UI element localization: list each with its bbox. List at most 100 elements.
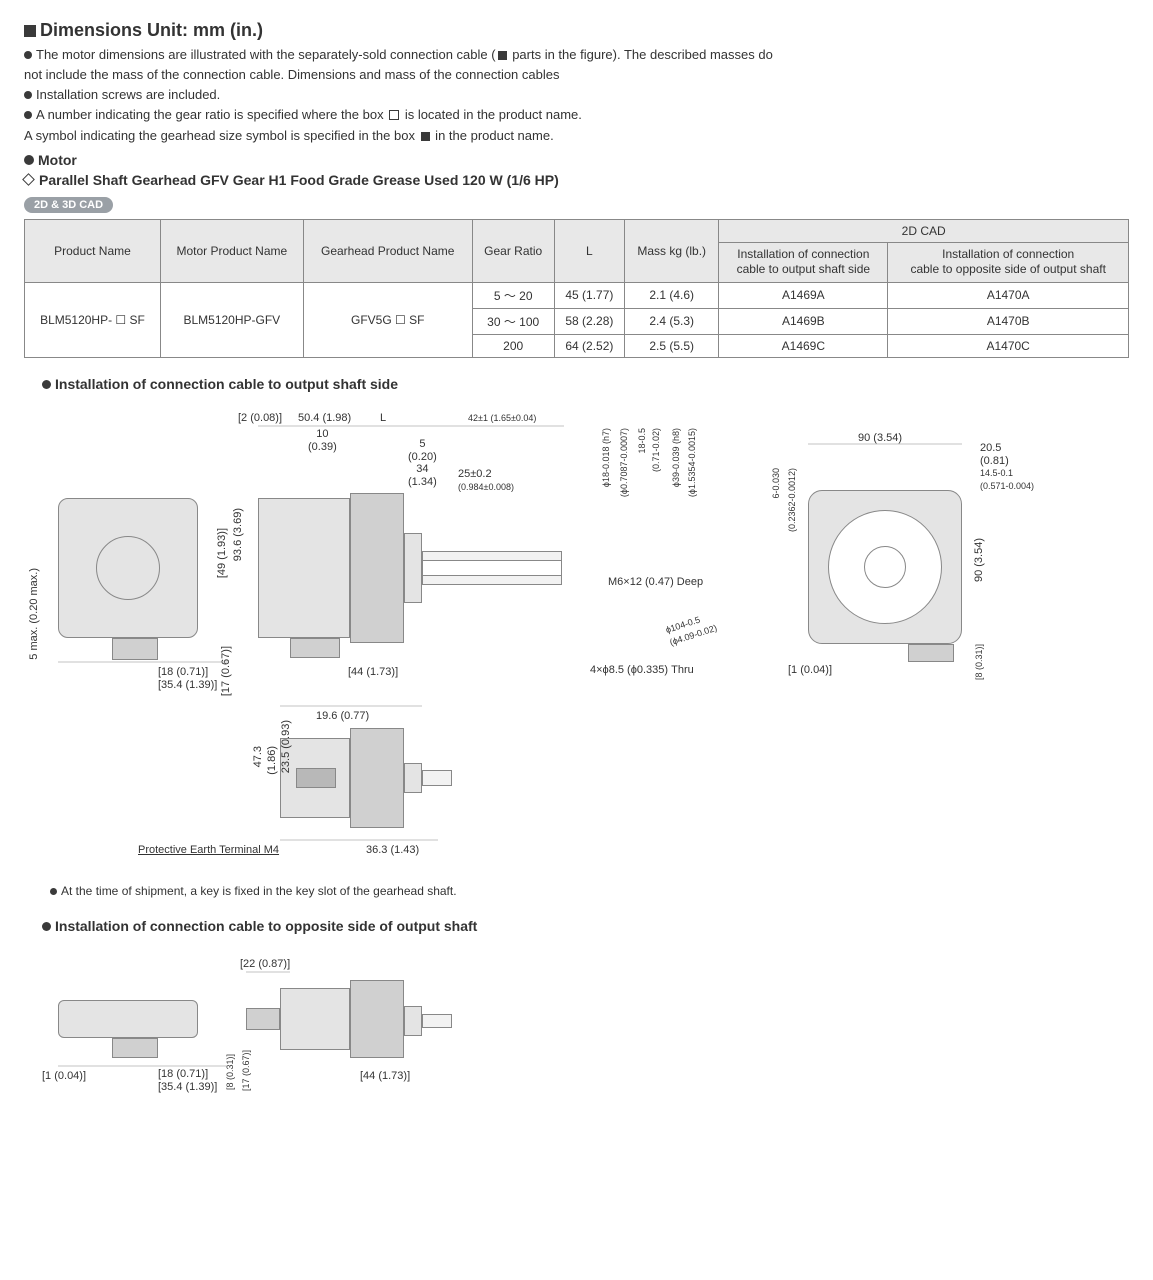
dim-label: 4×ϕ8.5 (ϕ0.335) Thru bbox=[590, 664, 694, 677]
th-install-opp-1: Installation of connection bbox=[942, 247, 1074, 261]
dim-label-vertical: (0.71-0.02) bbox=[650, 428, 663, 472]
td-mass: 2.1 (4.6) bbox=[625, 282, 719, 308]
dim-label: [18 (0.71)][35.4 (1.39)] bbox=[158, 1068, 217, 1093]
diamond-icon bbox=[22, 173, 35, 186]
drawing-block bbox=[58, 1000, 198, 1038]
td-mass: 2.4 (5.3) bbox=[625, 308, 719, 334]
td-gearhead-product: GFV5G ☐ SF bbox=[303, 282, 472, 357]
drawing-block bbox=[908, 644, 954, 662]
section1-text: Installation of connection cable to outp… bbox=[55, 376, 398, 392]
dim-label-vertical: (ϕ0.7087-0.0007) bbox=[618, 428, 631, 497]
dim-label-vertical: 47.3 bbox=[252, 746, 265, 767]
dim-label: L bbox=[380, 412, 386, 425]
square-outline-icon bbox=[389, 110, 399, 120]
td-motor-product: BLM5120HP-GFV bbox=[160, 282, 303, 357]
intro-1a: The motor dimensions are illustrated wit… bbox=[36, 47, 496, 62]
intro-4b: is located in the product name. bbox=[401, 107, 582, 122]
dim-label-vertical: 6-0.030 bbox=[770, 468, 783, 499]
td-cad1: A1469C bbox=[719, 334, 888, 357]
dim-label: ϕ104-0.5(ϕ4.09-0.02) bbox=[664, 609, 718, 648]
drawing-block bbox=[350, 728, 404, 828]
drawing-shaft bbox=[422, 1014, 452, 1028]
motor-label: Motor bbox=[38, 152, 77, 168]
th-gear-ratio: Gear Ratio bbox=[472, 219, 554, 282]
dim-label: 19.6 (0.77) bbox=[316, 710, 369, 723]
th-gearhead-product: Gearhead Product Name bbox=[303, 219, 472, 282]
drawing-block bbox=[350, 980, 404, 1058]
section2-text: Installation of connection cable to oppo… bbox=[55, 918, 477, 934]
intro-line-5: A symbol indicating the gearhead size sy… bbox=[24, 126, 1129, 146]
dim-label-vertical: 90 (3.54) bbox=[973, 538, 986, 582]
td-ratio: 5 ～ 20 bbox=[472, 282, 554, 308]
drawing-circle bbox=[864, 546, 906, 588]
dim-label: 20.5(0.81) 14.5-0.1 (0.571-0.004) bbox=[980, 442, 1034, 493]
bullet-icon bbox=[42, 380, 51, 389]
dim-label: M6×12 (0.47) Deep bbox=[608, 576, 703, 589]
dim-label: [1 (0.04)] bbox=[42, 1070, 86, 1083]
section1-note-text: At the time of shipment, a key is fixed … bbox=[61, 884, 457, 898]
dim-label: Protective Earth Terminal M4 bbox=[138, 844, 279, 857]
td-product-name: BLM5120HP- ☐ SF bbox=[25, 282, 161, 357]
drawing-shaft-inner bbox=[422, 560, 562, 576]
intro-5b: in the product name. bbox=[432, 128, 554, 143]
td-ratio: 30 ～ 100 bbox=[472, 308, 554, 334]
td-cad1: A1469B bbox=[719, 308, 888, 334]
intro-line-3: Installation screws are included. bbox=[24, 85, 1129, 105]
dimension-lines-icon bbox=[28, 398, 1128, 878]
title-text: Dimensions Unit: mm (in.) bbox=[40, 20, 263, 40]
th-product-name: Product Name bbox=[25, 219, 161, 282]
cad-badge[interactable]: 2D & 3D CAD bbox=[24, 197, 113, 213]
td-ratio: 200 bbox=[472, 334, 554, 357]
dim-label: [22 (0.87)] bbox=[240, 958, 290, 971]
dim-label-vertical: 93.6 (3.69) bbox=[232, 508, 245, 561]
bullet-icon bbox=[24, 51, 32, 59]
drawing-block bbox=[296, 768, 336, 788]
page-title: Dimensions Unit: mm (in.) bbox=[24, 20, 1129, 41]
drawing-block bbox=[404, 1006, 422, 1036]
dim-label: 5(0.20)34(1.34) bbox=[408, 438, 437, 489]
table-header-row: Product Name Motor Product Name Gearhead… bbox=[25, 219, 1129, 242]
dim-label: 50.4 (1.98) bbox=[298, 412, 351, 425]
intro-line-2: not include the mass of the connection c… bbox=[24, 65, 1129, 85]
dim-label-vertical: [49 (1.93)] bbox=[216, 528, 229, 578]
td-cad1: A1469A bbox=[719, 282, 888, 308]
intro-line-1: The motor dimensions are illustrated wit… bbox=[24, 45, 1129, 65]
drawing-block bbox=[112, 638, 158, 660]
td-cad2: A1470C bbox=[888, 334, 1129, 357]
drawing-block bbox=[258, 498, 350, 638]
drawing-block bbox=[112, 1038, 158, 1058]
dim-label: 10(0.39) bbox=[308, 428, 337, 453]
square-filled-inline-icon bbox=[421, 132, 430, 141]
td-L: 58 (2.28) bbox=[554, 308, 624, 334]
section2-heading: Installation of connection cable to oppo… bbox=[42, 918, 1129, 934]
drawing-block bbox=[404, 763, 422, 793]
dim-label: [2 (0.08)] bbox=[238, 412, 282, 425]
td-mass: 2.5 (5.5) bbox=[625, 334, 719, 357]
table-row: BLM5120HP- ☐ SF BLM5120HP-GFV GFV5G ☐ SF… bbox=[25, 282, 1129, 308]
spec-table: Product Name Motor Product Name Gearhead… bbox=[24, 219, 1129, 358]
drawing-block bbox=[404, 533, 422, 603]
dim-label: [44 (1.73)] bbox=[348, 666, 398, 679]
dim-label-vertical: [17 (0.67)] bbox=[240, 1050, 253, 1091]
gearhead-subtitle: Parallel Shaft Gearhead GFV Gear H1 Food… bbox=[24, 172, 1129, 188]
drawing-area-2: [22 (0.87)] [1 (0.04)] [18 (0.71)][35.4 … bbox=[28, 940, 1129, 1140]
bullet-icon bbox=[24, 91, 32, 99]
dim-label: [1 (0.04)] bbox=[788, 664, 832, 677]
drawing-block bbox=[246, 1008, 280, 1030]
th-motor-product: Motor Product Name bbox=[160, 219, 303, 282]
dim-label: [18 (0.71)][35.4 (1.39)] bbox=[158, 666, 217, 691]
dim-label-vertical: [8 (0.31)] bbox=[224, 1054, 237, 1090]
dim-label-vertical: 18-0.5 bbox=[636, 428, 649, 454]
dim-label-vertical: [8 (0.31)] bbox=[973, 644, 986, 680]
th-install-opp: Installation of connection cable to oppo… bbox=[888, 242, 1129, 282]
th-mass: Mass kg (lb.) bbox=[625, 219, 719, 282]
motor-heading: Motor bbox=[24, 152, 1129, 168]
bullet-icon bbox=[24, 111, 32, 119]
intro-1b: parts in the figure). The described mass… bbox=[509, 47, 773, 62]
dim-label-vertical: (ϕ1.5354-0.0015) bbox=[686, 428, 699, 497]
th-cad-top: 2D CAD bbox=[719, 219, 1129, 242]
drawing-block bbox=[280, 988, 350, 1050]
dim-label-vertical: ϕ18-0.018 (h7) bbox=[600, 428, 613, 487]
td-cad2: A1470A bbox=[888, 282, 1129, 308]
intro-block: The motor dimensions are illustrated wit… bbox=[24, 45, 1129, 146]
